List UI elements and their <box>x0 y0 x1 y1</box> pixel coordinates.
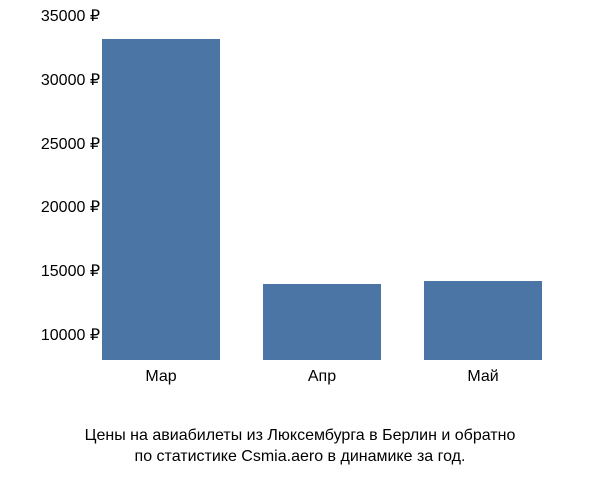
y-axis-tick: 10000 ₽ <box>20 325 100 345</box>
y-axis-tick: 15000 ₽ <box>20 261 100 281</box>
x-axis-label: Май <box>467 368 498 386</box>
bar-chart: Мар Апр Май <box>90 10 580 390</box>
plot-area <box>90 10 580 360</box>
bar <box>263 284 381 360</box>
y-axis-tick: 25000 ₽ <box>20 134 100 154</box>
y-axis-tick: 20000 ₽ <box>20 197 100 217</box>
caption-line-2: по статистике Csmia.aero в динамике за г… <box>135 448 466 465</box>
chart-caption: Цены на авиабилеты из Люксембурга в Берл… <box>0 425 600 468</box>
caption-line-1: Цены на авиабилеты из Люксембурга в Берл… <box>85 427 516 444</box>
bar <box>424 281 542 360</box>
x-axis-label: Мар <box>145 368 176 386</box>
y-axis-tick: 30000 ₽ <box>20 70 100 90</box>
y-axis-tick: 35000 ₽ <box>20 6 100 26</box>
x-axis-label: Апр <box>308 368 336 386</box>
bar <box>102 39 220 360</box>
